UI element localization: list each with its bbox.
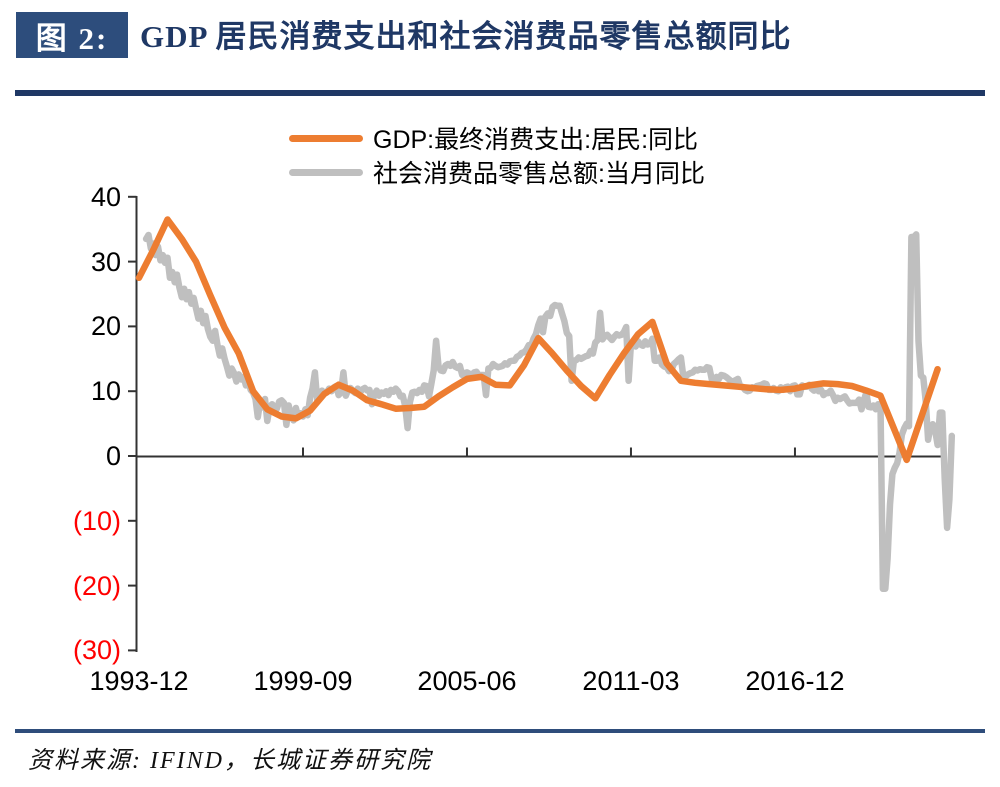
legend-label-retail-sales: 社会消费品零售总额:当月同比 xyxy=(373,160,705,188)
legend: GDP:最终消费支出:居民:同比 社会消费品零售总额:当月同比 xyxy=(289,121,705,189)
legend-label-gdp-consumption: GDP:最终消费支出:居民:同比 xyxy=(373,126,699,154)
figure-title: GDP 居民消费支出和社会消费品零售总额同比 xyxy=(140,19,792,54)
title-rule xyxy=(15,90,985,96)
source-text: 资料来源: IFIND，长城证券研究院 xyxy=(28,748,432,774)
series-line-gdp-consumption xyxy=(135,216,941,464)
legend-swatch-retail-sales xyxy=(289,168,363,176)
legend-item-gdp-consumption: GDP:最终消费支出:居民:同比 xyxy=(289,121,705,155)
series-line-retail-sales xyxy=(142,231,956,593)
figure-label: 图 2: xyxy=(35,20,109,56)
legend-swatch-gdp-consumption xyxy=(289,134,363,142)
legend-item-retail-sales: 社会消费品零售总额:当月同比 xyxy=(289,155,705,189)
source-rule xyxy=(15,729,985,733)
figure-label-badge: 图 2: xyxy=(16,12,128,58)
